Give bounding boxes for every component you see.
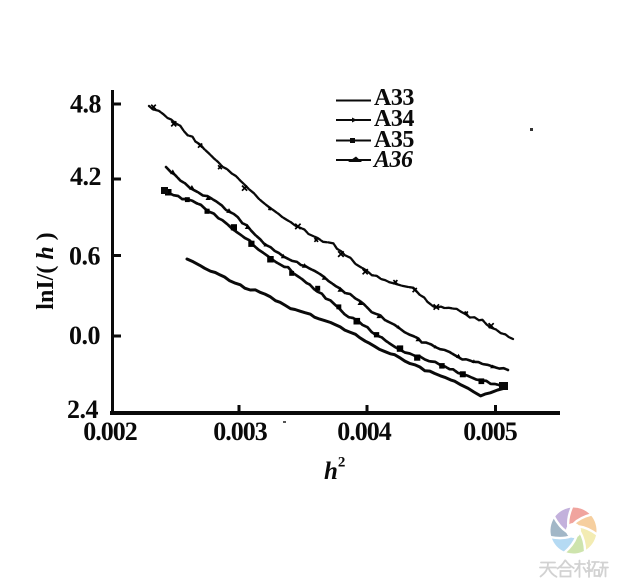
svg-text:0.002: 0.002 <box>83 417 137 446</box>
svg-text:A33: A33 <box>374 85 414 111</box>
svg-text:0.005: 0.005 <box>463 417 518 446</box>
svg-text:A35: A35 <box>374 127 414 153</box>
svg-text:0.003: 0.003 <box>213 417 268 446</box>
svg-text:0.004: 0.004 <box>337 417 392 446</box>
svg-text:4.2: 4.2 <box>70 162 101 191</box>
svg-text:0.6: 0.6 <box>69 242 101 271</box>
svg-text:lnI/( h ): lnI/( h ) <box>33 232 59 309</box>
svg-text:2.4: 2.4 <box>67 395 99 424</box>
svg-text:4.8: 4.8 <box>70 90 102 119</box>
svg-text:0.0: 0.0 <box>69 321 101 350</box>
svg-text:A34: A34 <box>374 106 414 132</box>
svg-text:A36: A36 <box>372 147 413 173</box>
